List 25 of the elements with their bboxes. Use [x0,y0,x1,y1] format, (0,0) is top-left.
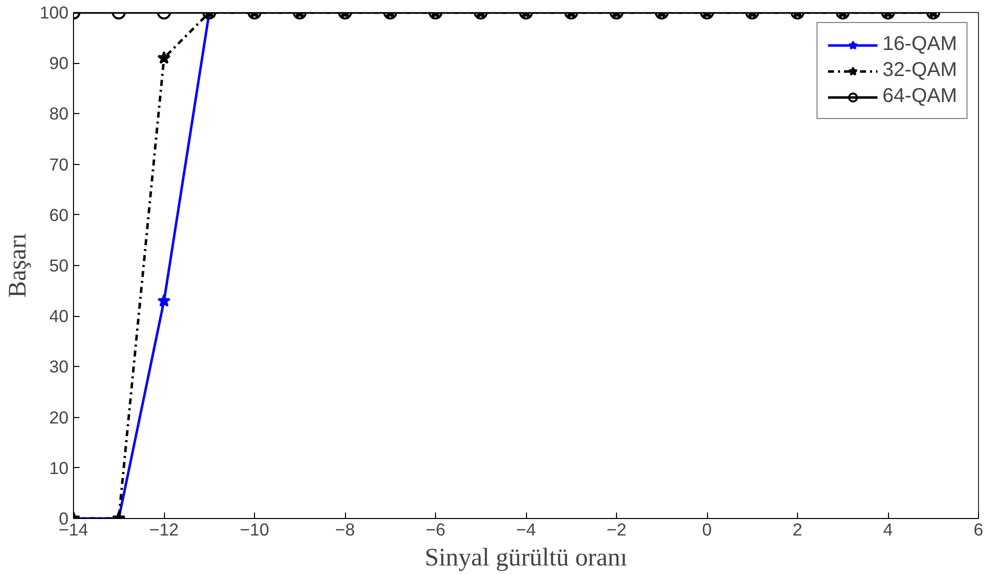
y-tick-label: 70 [49,154,69,174]
y-tick-label: 10 [49,458,69,478]
y-tick-label: 60 [49,204,69,225]
x-tick-label: 4 [883,520,894,540]
x-axis-title: Sinyal gürültü oranı [424,544,628,572]
y-tick-label: 100 [40,2,69,22]
y-axis-title: Başarı [4,233,32,298]
x-tick-label: 6 [974,520,984,540]
x-tick-label: −10 [240,520,270,540]
y-tick-label: 80 [49,104,69,124]
y-tick-label: 30 [49,356,69,377]
x-tick-label: −12 [149,520,179,540]
x-tick-label: 0 [702,520,712,540]
y-tick-label: 20 [49,407,69,428]
x-tick-label: −4 [516,520,536,540]
legend-label: 32-QAM [882,59,957,82]
x-tick-label: 2 [792,520,802,540]
legend-label: 16-QAM [882,33,957,56]
x-tick-label: −2 [606,520,626,540]
legend-label: 64-QAM [882,85,957,108]
y-tick-label: 90 [49,53,69,74]
y-tick-label: 50 [49,256,69,276]
x-tick-label: −8 [335,520,355,540]
y-tick-label: 40 [49,306,69,326]
x-tick-label: −6 [426,520,446,540]
